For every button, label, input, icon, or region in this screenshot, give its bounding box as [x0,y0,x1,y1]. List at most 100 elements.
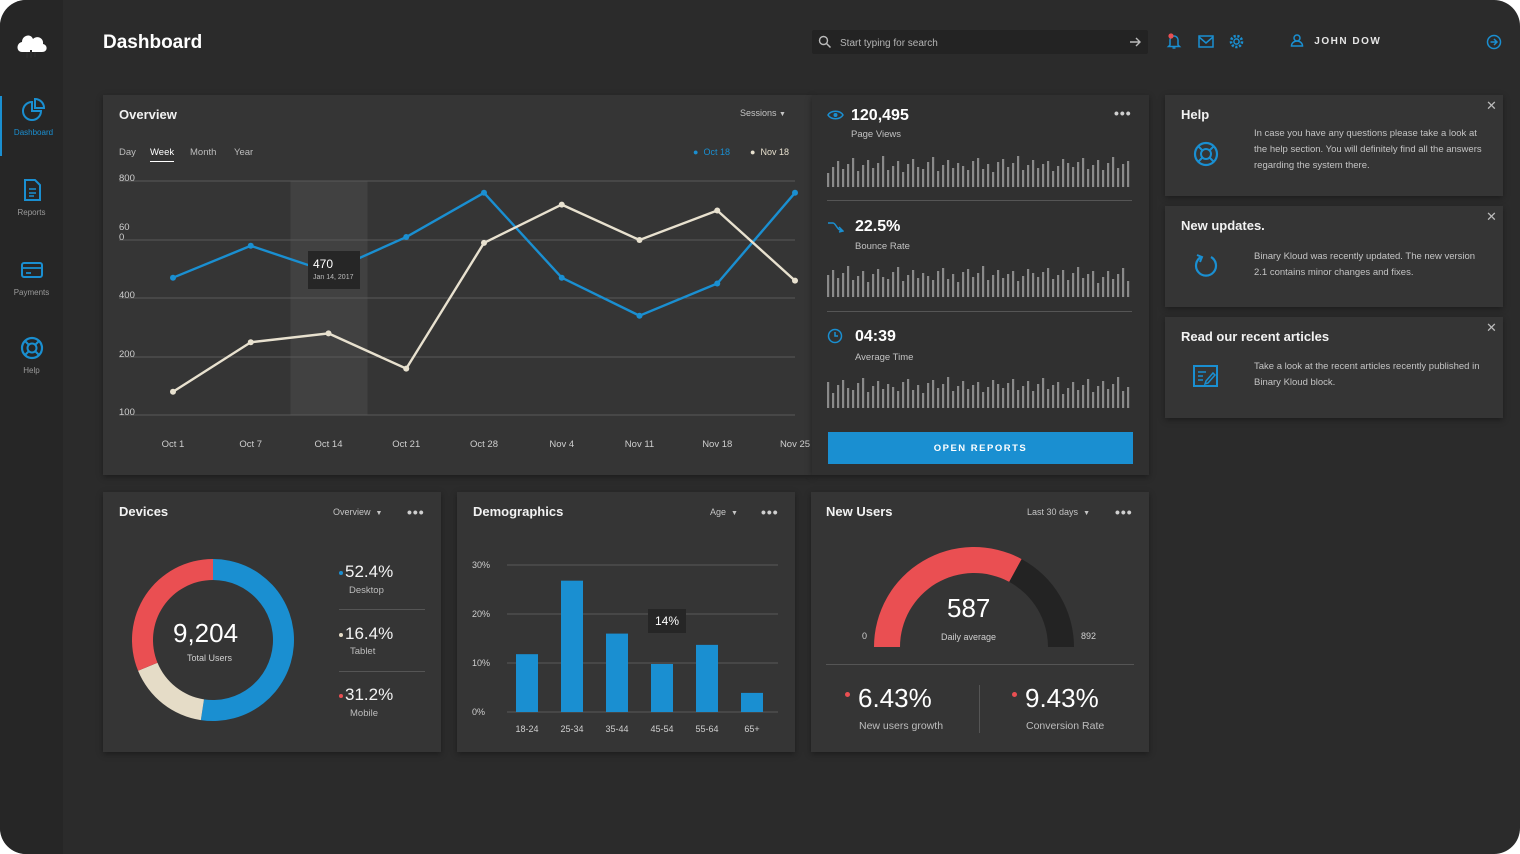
tab-day[interactable]: Day [119,147,136,158]
document-icon [23,179,41,201]
spark-bar [882,389,885,408]
spark-bar [1047,161,1050,187]
spark-bar [962,381,965,408]
mail-icon[interactable] [1198,35,1214,48]
growth-metric: 6.43% [845,683,932,714]
devices-donut-chart [132,559,294,721]
spark-bar [942,384,945,408]
spark-bar [1087,274,1090,297]
spark-bar [1087,379,1090,408]
range-dropdown[interactable]: Last 30 days ▼ [1027,507,1090,517]
spark-bar [1102,170,1105,187]
bell-icon[interactable] [1166,33,1182,50]
spark-bar [1067,280,1070,297]
spark-bar [922,169,925,187]
tab-month[interactable]: Month [190,147,217,158]
overview-card: Overview Sessions ▼ Day Week Month Year … [103,95,812,475]
spark-bar [932,380,935,408]
tablet-dot [339,632,343,637]
spark-bar [882,156,885,187]
spark-bar [997,384,1000,408]
help-card: Help ✕ In case you have any questions pl… [1165,95,1503,196]
spark-bar [1022,386,1025,408]
caret-down-icon: ▼ [779,111,786,118]
x-tick-label: Oct 1 [162,439,185,450]
x-tick-label: 55-64 [695,724,718,734]
logout-icon[interactable] [1486,34,1502,50]
legend-nov18: ● Nov 18 [750,147,789,157]
sidebar-item-label: Payments [13,288,50,297]
spark-bar [1002,159,1005,187]
gauge-max: 892 [1081,631,1097,641]
mobile-share: 31.2% [339,685,393,705]
spark-bar [832,270,835,297]
spark-bar [1037,168,1040,187]
sidebar-item-dashboard[interactable]: Dashboard [0,96,65,156]
x-tick-label: Nov 18 [702,439,732,450]
spark-bar [892,272,895,297]
spark-bar [1027,165,1030,187]
desktop-label: Desktop [349,585,384,596]
x-tick-label: Nov 25 [780,439,810,450]
tab-year[interactable]: Year [234,147,254,158]
y-tick-label: 30% [472,560,490,570]
caret-down-icon: ▼ [375,510,383,517]
spark-bar [1097,160,1100,187]
sidebar-item-payments[interactable]: Payments [0,256,63,316]
user-menu[interactable]: JOHN DOW [1290,33,1381,47]
spark-bar [852,280,855,297]
gear-icon[interactable] [1228,33,1245,50]
legend-dot: ● [693,147,699,157]
spark-bar [927,276,930,297]
sessions-dropdown[interactable]: Sessions ▼ [740,108,786,118]
spark-bar [1092,271,1095,297]
sidebar-item-reports[interactable]: Reports [0,176,63,236]
sidebar-item-help[interactable]: Help [0,334,63,394]
series-point [247,242,254,249]
spark-bar [1032,273,1035,297]
user-name: JOHN DOW [1314,36,1382,47]
more-options-icon[interactable]: ••• [407,504,425,520]
spark-bar [867,392,870,408]
spark-bar [1102,381,1105,408]
spark-bar [1042,164,1045,187]
spark-bar [1122,268,1125,297]
more-options-icon[interactable]: ••• [1114,105,1132,121]
divider [339,671,425,672]
page-views-value: 120,495 [851,107,909,124]
dropdown-label: Sessions [740,108,777,118]
legend-label: Oct 18 [703,147,730,157]
spark-bar [937,388,940,408]
series-point [714,280,721,287]
spark-bar [1012,271,1015,297]
spark-bar [1052,279,1055,297]
close-icon[interactable]: ✕ [1486,98,1497,113]
tablet-share: 16.4% [339,624,393,644]
gauge-min: 0 [862,631,868,641]
new-users-title: New Users [826,504,893,519]
bounce-rate-label: Bounce Rate [855,241,910,252]
devices-dropdown[interactable]: Overview ▼ [333,507,382,517]
open-reports-button[interactable]: OPEN REPORTS [828,432,1133,464]
spark-bar [947,160,950,187]
more-options-icon[interactable]: ••• [1115,504,1133,520]
more-options-icon[interactable]: ••• [761,504,779,520]
arrow-right-icon[interactable] [1129,36,1142,48]
spark-bar [1082,278,1085,297]
x-tick-label: 35-44 [605,724,628,734]
pie-chart-icon [21,97,45,121]
age-dropdown[interactable]: Age ▼ [710,507,738,517]
cloud-logo-icon[interactable] [14,28,50,60]
y-tick-line: 60 [119,222,130,233]
search-input[interactable] [838,34,1122,52]
spark-bar [847,388,850,408]
conversion-value: 9.43% [1025,683,1099,713]
close-icon[interactable]: ✕ [1486,209,1497,224]
close-icon[interactable]: ✕ [1486,320,1497,335]
spark-bar [1127,387,1130,408]
spark-bar [937,271,940,297]
tab-week[interactable]: Week [150,147,175,162]
spark-bar [952,274,955,297]
spark-bar [892,387,895,408]
spark-bar [867,282,870,297]
